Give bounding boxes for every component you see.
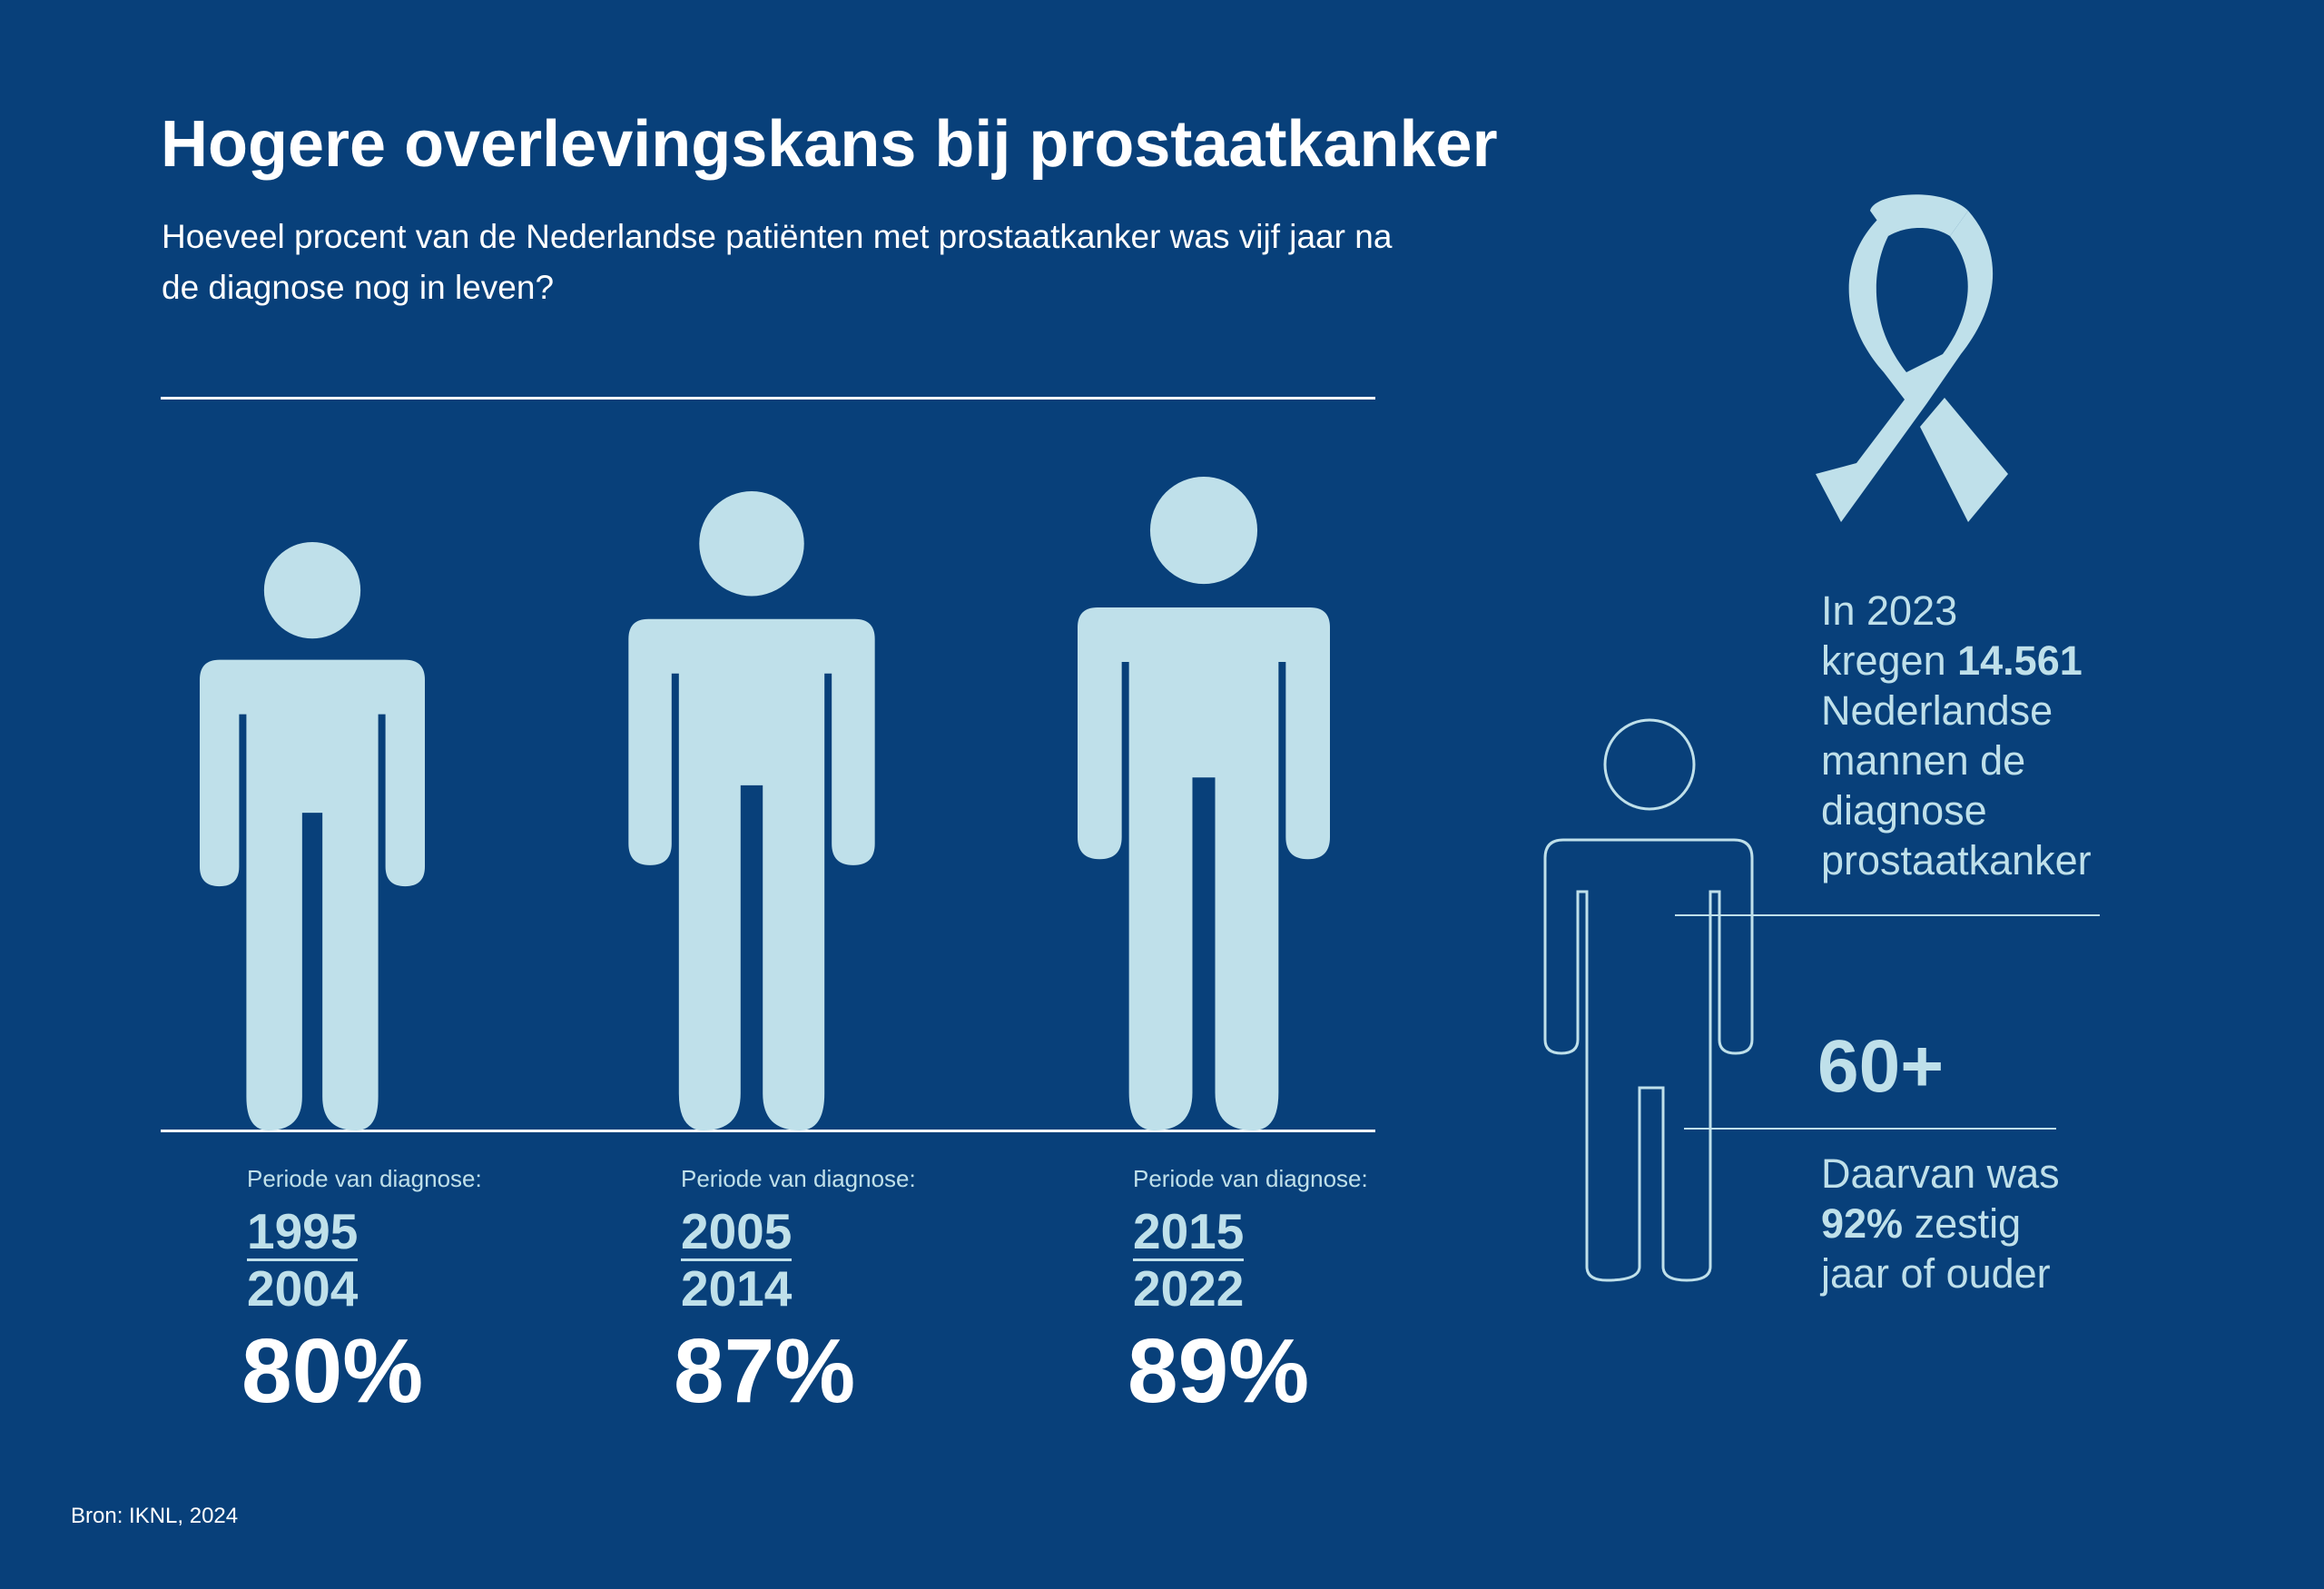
figure-body	[200, 659, 425, 1130]
person-figure-icon	[200, 542, 425, 1130]
stat-line-3: jaar of ouder	[1821, 1250, 2051, 1297]
page-title: Hogere overlevingskans bij prostaatkanke…	[161, 108, 1498, 181]
figure-body	[1078, 607, 1330, 1130]
period-block-2: Periode van diagnose: 2005 2014 87%	[674, 1165, 971, 1421]
period-block-1: Periode van diagnose: 1995 2004 80%	[241, 1165, 537, 1421]
person-figure-icon	[1078, 477, 1330, 1130]
period-start-year: 2015	[1133, 1203, 1245, 1261]
period-label: Periode van diagnose:	[681, 1165, 916, 1192]
figure-body	[628, 618, 875, 1130]
figure-head	[699, 491, 804, 597]
diagnosis-count: 14.561	[1957, 637, 2083, 684]
period-label: Periode van diagnose:	[247, 1165, 482, 1192]
side-line-5: diagnose	[1821, 787, 1987, 834]
age-stat-text: Daarvan was 92% zestig jaar of ouder	[1821, 1149, 2060, 1298]
subtitle: Hoeveel procent van de Nederlandse patië…	[162, 218, 1393, 306]
period-end-year: 2022	[1133, 1260, 1245, 1317]
side-line-4: mannen de	[1821, 737, 2026, 784]
period-end-year: 2004	[247, 1260, 359, 1317]
diagnosis-count-text: In 2023 kregen 14.561 Nederlandse mannen…	[1821, 586, 2092, 885]
period-end-year: 2014	[681, 1260, 793, 1317]
source-note: Bron: IKNL, 2024	[71, 1504, 239, 1528]
side-line-1: In 2023	[1821, 587, 1958, 634]
survival-percentage: 80%	[241, 1320, 424, 1422]
survival-percentage: 89%	[1128, 1320, 1310, 1422]
age-threshold: 60+	[1817, 1025, 1945, 1108]
stat-line-2: 92% zestig	[1821, 1200, 2022, 1247]
awareness-ribbon-icon	[1816, 194, 2008, 522]
side-line-6: prostaatkanker	[1821, 837, 2092, 883]
side-line-3: Nederlandse	[1821, 687, 2053, 734]
person-outline-icon	[1543, 718, 1754, 1282]
age-stat-percentage: 92%	[1821, 1200, 1904, 1247]
person-figure-icon	[628, 491, 875, 1130]
period-label: Periode van diagnose:	[1133, 1165, 1368, 1192]
side-divider-1	[1675, 914, 2100, 916]
side-divider-2	[1684, 1128, 2056, 1130]
figure-head	[263, 542, 361, 639]
baseline-divider	[161, 1130, 1375, 1132]
period-block-3: Periode van diagnose: 2015 2022 89%	[1128, 1165, 1423, 1421]
stat-line-1: Daarvan was	[1821, 1150, 2060, 1197]
survival-percentage: 87%	[674, 1320, 856, 1422]
figure-head	[1149, 477, 1258, 585]
side-line-2: kregen 14.561	[1821, 637, 2083, 684]
period-start-year: 1995	[247, 1203, 359, 1261]
top-divider	[161, 397, 1375, 400]
period-start-year: 2005	[681, 1203, 793, 1261]
